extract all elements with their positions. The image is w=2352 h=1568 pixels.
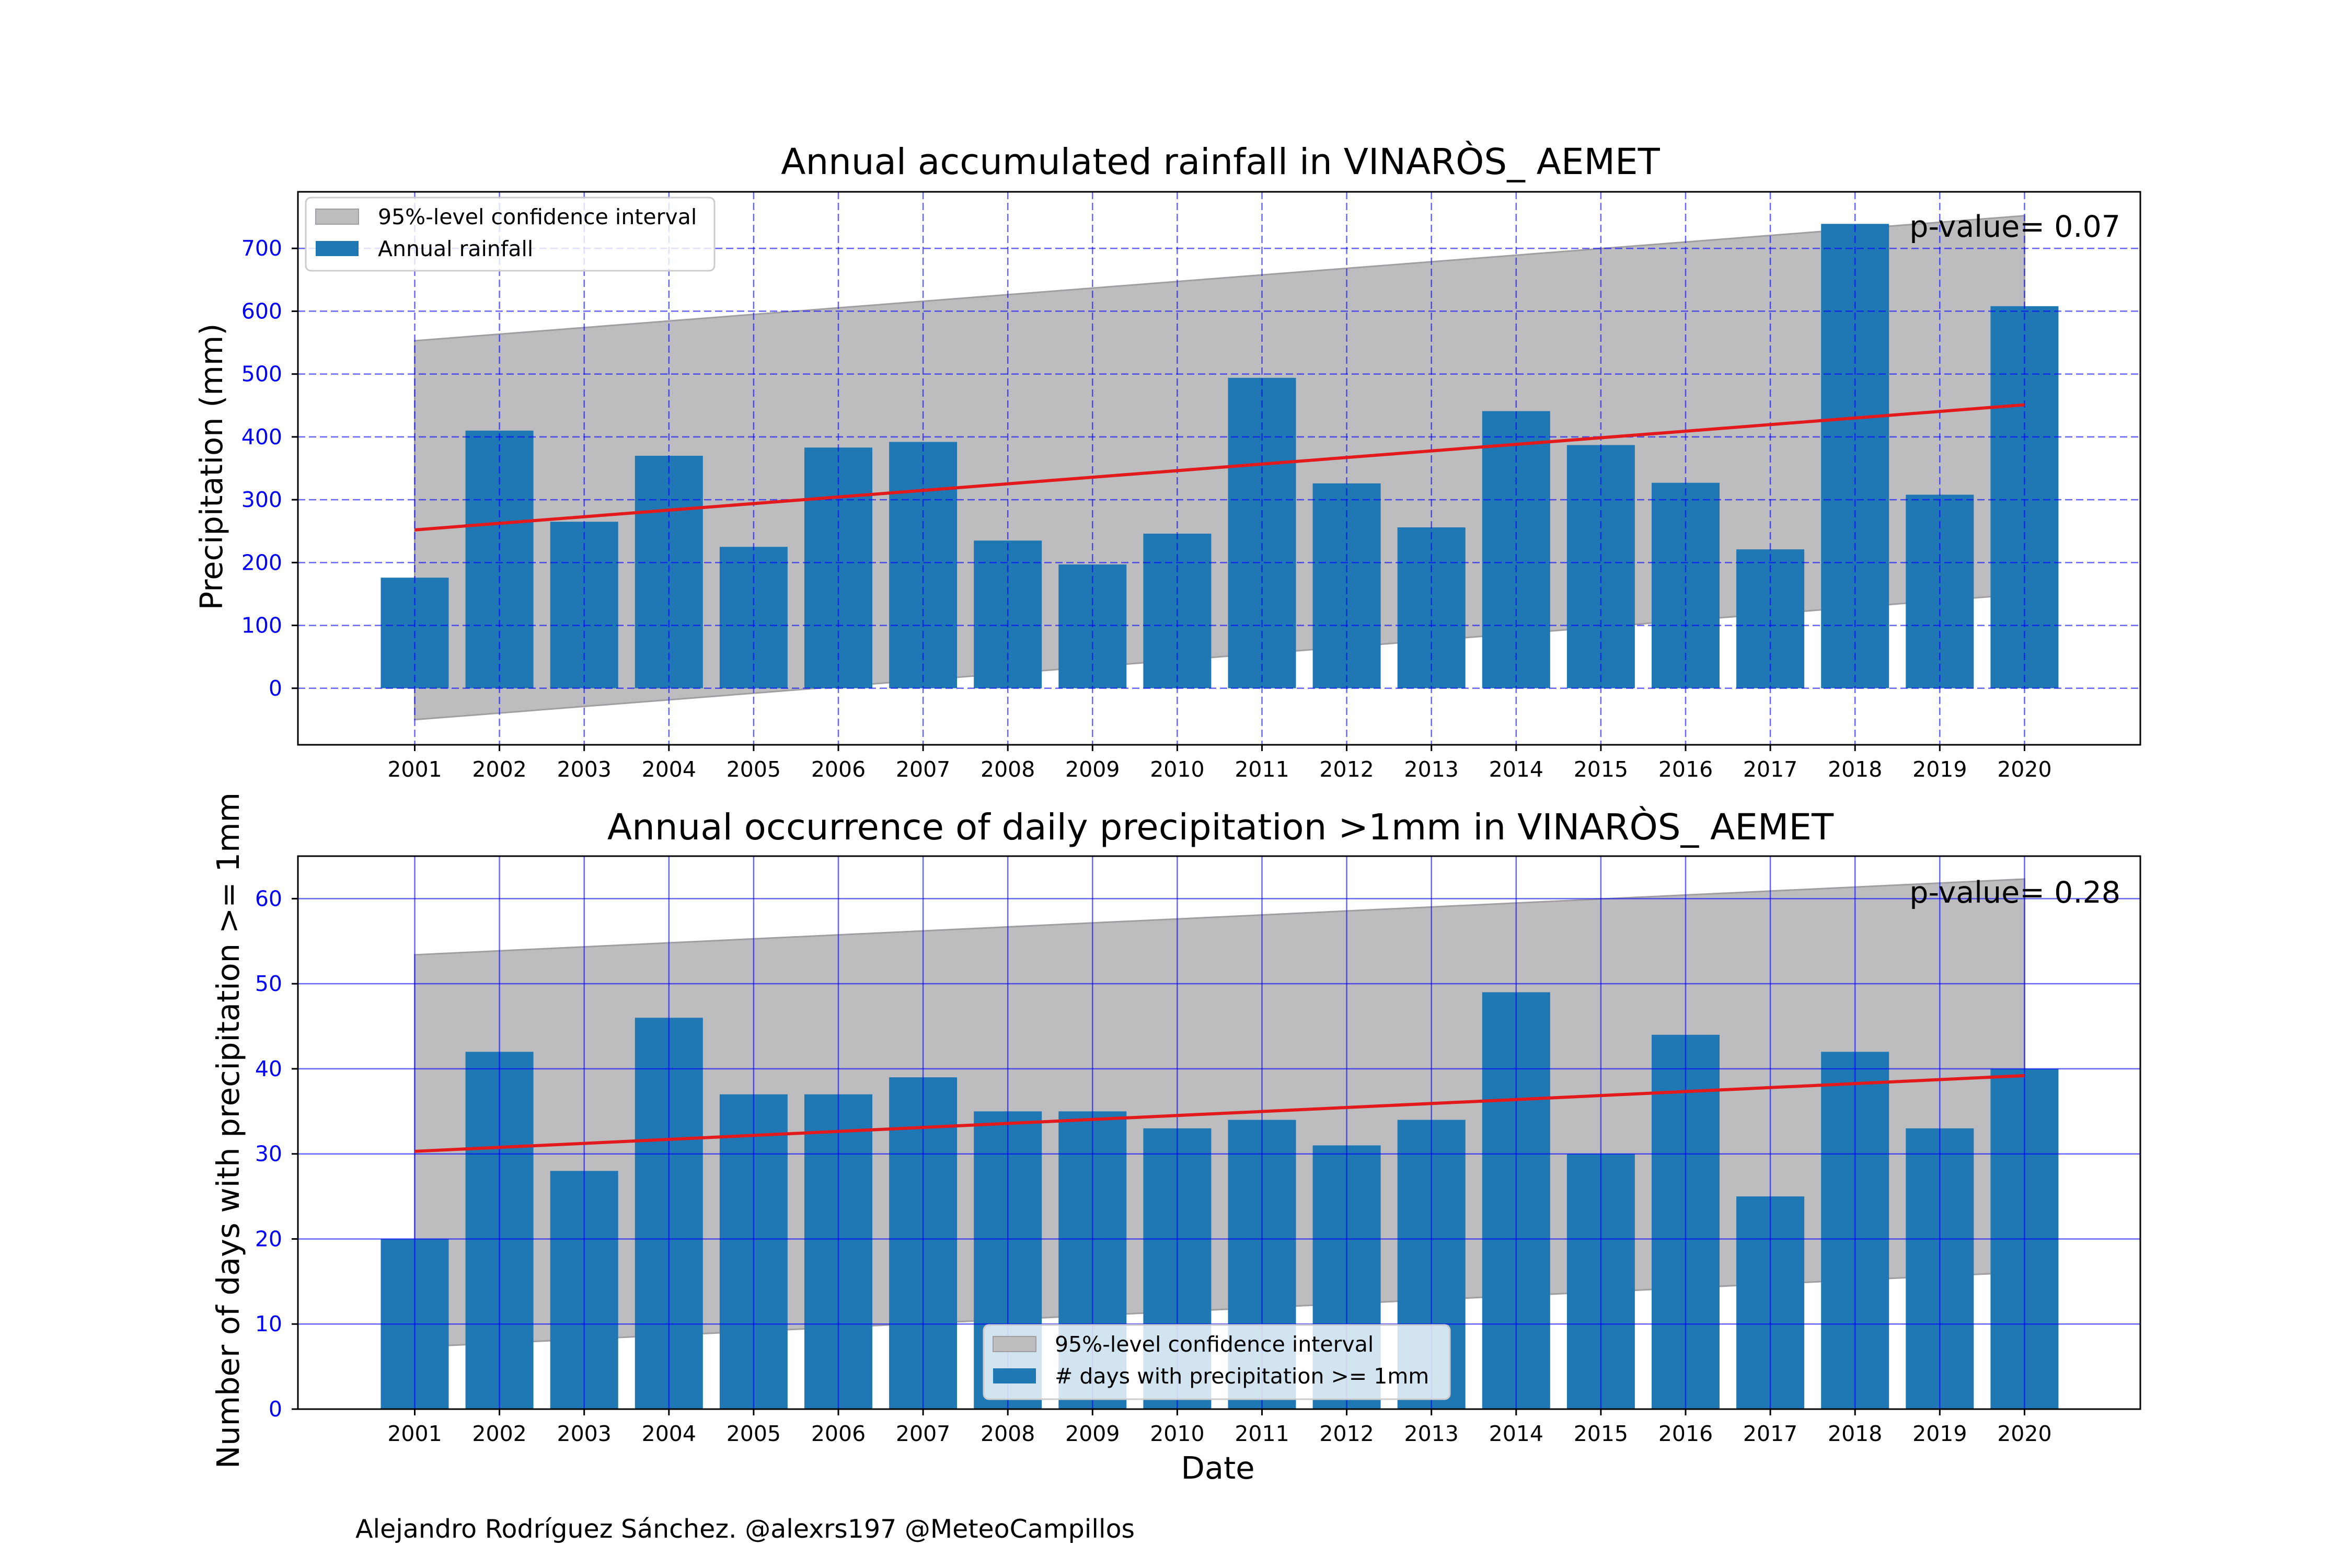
- rain-days-y-tick-label: 10: [255, 1311, 282, 1336]
- rain-days-x-ticks: 2001 2002 2003 2004 2005 2006 2007 2008 2009 2010…: [387, 1409, 2052, 1446]
- rainfall-x-tick-label: 2016: [1658, 757, 1713, 782]
- rainfall-x-tick-label: 2003: [557, 757, 612, 782]
- rainfall-legend-bar-swatch: [316, 241, 359, 256]
- rain-days-x-tick-label: 2017: [1743, 1421, 1797, 1446]
- rain-days-legend-bar-label: # days with precipitation >= 1mm: [1055, 1364, 1429, 1389]
- rainfall-gridlines: [298, 192, 2140, 745]
- rainfall-x-tick-label: 2010: [1150, 757, 1204, 782]
- rainfall-y-tick-label: 500: [241, 362, 282, 387]
- rainfall-y-tick-label: 0: [269, 676, 282, 701]
- rain-days-x-tick-label: 2002: [472, 1421, 526, 1446]
- author-credit: Alejandro Rodríguez Sánchez. @alexrs197 …: [355, 1514, 1135, 1544]
- rainfall-x-tick-label: 2012: [1319, 757, 1374, 782]
- rainfall-x-ticks: 2001 2002 2003 2004 2005 2006 2007 2008 2009 2010…: [387, 745, 2052, 782]
- rainfall-y-ticks: 0 100 200 300 400 500 600 700: [241, 236, 298, 701]
- rainfall-trend-line: [414, 403, 2025, 532]
- rain-days-y-tick-label: 60: [255, 886, 282, 911]
- rain-days-x-tick-label: 2001: [387, 1421, 442, 1446]
- rainfall-y-tick-label: 300: [241, 487, 282, 512]
- rain-days-y-ticks: 0 10 20 30 40 50 60: [255, 886, 298, 1422]
- rain-days-p-value: p-value= 0.28: [1909, 875, 2120, 910]
- rainfall-x-tick-label: 2020: [1997, 757, 2051, 782]
- rainfall-x-tick-label: 2005: [727, 757, 781, 782]
- rain-days-x-tick-label: 2006: [811, 1421, 866, 1446]
- rainfall-y-tick-label: 100: [241, 613, 282, 638]
- rainfall-legend: 95%-level confidence interval Annual rai…: [305, 197, 716, 272]
- rain-days-x-tick-label: 2007: [896, 1421, 950, 1446]
- rain-days-x-tick-label: 2011: [1235, 1421, 1289, 1446]
- rain-days-x-axis-label: Date: [1181, 1450, 1254, 1486]
- rain-days-x-tick-label: 2013: [1404, 1421, 1459, 1446]
- rainfall-trend: [414, 403, 2025, 532]
- rain-days-legend-bar-swatch: [993, 1368, 1036, 1383]
- rain-days-trend-line: [414, 1074, 2025, 1153]
- rain-days-x-tick-label: 2009: [1065, 1421, 1120, 1446]
- rainfall-x-tick-label: 2007: [896, 757, 950, 782]
- rainfall-y-axis-label: Precipitation (mm): [193, 324, 229, 610]
- rain-days-x-tick-label: 2005: [727, 1421, 781, 1446]
- rainfall-legend-box: [305, 197, 716, 272]
- rain-days-x-tick-label: 2019: [1912, 1421, 1967, 1446]
- rain-days-y-tick-label: 0: [269, 1397, 282, 1422]
- rain-days-legend: 95%-level confidence interval # days wit…: [983, 1324, 1451, 1400]
- rain-days-chart-title: Annual occurrence of daily precipitation…: [607, 805, 1834, 848]
- rain-days-x-tick-label: 2018: [1828, 1421, 1882, 1446]
- rainfall-y-tick-label: 200: [241, 550, 282, 575]
- rain-days-y-tick-label: 40: [255, 1056, 282, 1081]
- rainfall-x-tick-label: 2001: [387, 757, 442, 782]
- rainfall-x-tick-label: 2018: [1828, 757, 1882, 782]
- rain-days-y-tick-label: 50: [255, 971, 282, 996]
- rain-days-legend-ci-swatch: [993, 1336, 1036, 1352]
- rainfall-x-tick-label: 2009: [1065, 757, 1120, 782]
- rain-days-x-tick-label: 2015: [1574, 1421, 1628, 1446]
- rainfall-chart-title: Annual accumulated rainfall in VINARÒS_ …: [781, 140, 1660, 183]
- rain-days-y-axis-label: Number of days with precipitation >= 1mm: [210, 792, 246, 1469]
- rain-days-x-tick-label: 2016: [1658, 1421, 1713, 1446]
- rain-days-legend-ci-label: 95%-level confidence interval: [1055, 1332, 1374, 1357]
- rainfall-x-tick-label: 2019: [1912, 757, 1967, 782]
- rainfall-y-tick-label: 600: [241, 298, 282, 324]
- rainfall-x-tick-label: 2008: [981, 757, 1035, 782]
- rain-days-x-tick-label: 2020: [1997, 1421, 2051, 1446]
- rain-days-axes-frame: [297, 855, 2141, 1410]
- rainfall-x-tick-label: 2002: [472, 757, 526, 782]
- rain-days-y-tick-label: 20: [255, 1226, 282, 1251]
- rainfall-legend-bar-label: Annual rainfall: [378, 236, 533, 261]
- rainfall-legend-ci-label: 95%-level confidence interval: [378, 204, 697, 229]
- rainfall-x-tick-label: 2014: [1489, 757, 1543, 782]
- rain-days-x-tick-label: 2010: [1150, 1421, 1204, 1446]
- rainfall-chart: Annual accumulated rainfall in VINARÒS_ …: [193, 140, 2141, 782]
- rain-days-x-tick-label: 2008: [981, 1421, 1035, 1446]
- rain-days-chart: Annual occurrence of daily precipitation…: [210, 792, 2141, 1486]
- rainfall-x-tick-label: 2004: [642, 757, 696, 782]
- rainfall-axes-frame: [297, 191, 2141, 746]
- rainfall-legend-ci-swatch: [315, 209, 359, 225]
- rain-days-y-tick-label: 30: [255, 1142, 282, 1167]
- rainfall-y-tick-label: 400: [241, 424, 282, 449]
- rainfall-x-tick-label: 2006: [811, 757, 866, 782]
- rain-days-legend-box: [983, 1324, 1451, 1400]
- rainfall-x-tick-label: 2011: [1235, 757, 1289, 782]
- rainfall-x-tick-label: 2013: [1404, 757, 1459, 782]
- rainfall-y-tick-label: 700: [241, 236, 282, 261]
- rain-days-x-tick-label: 2003: [557, 1421, 612, 1446]
- rain-days-x-tick-label: 2004: [642, 1421, 696, 1446]
- rainfall-bars: [381, 224, 2059, 688]
- rain-days-trend: [414, 1074, 2025, 1153]
- rainfall-p-value: p-value= 0.07: [1909, 210, 2120, 244]
- rain-days-x-tick-label: 2012: [1319, 1421, 1374, 1446]
- rainfall-x-tick-label: 2015: [1574, 757, 1628, 782]
- rainfall-x-tick-label: 2017: [1743, 757, 1797, 782]
- rain-days-x-tick-label: 2014: [1489, 1421, 1543, 1446]
